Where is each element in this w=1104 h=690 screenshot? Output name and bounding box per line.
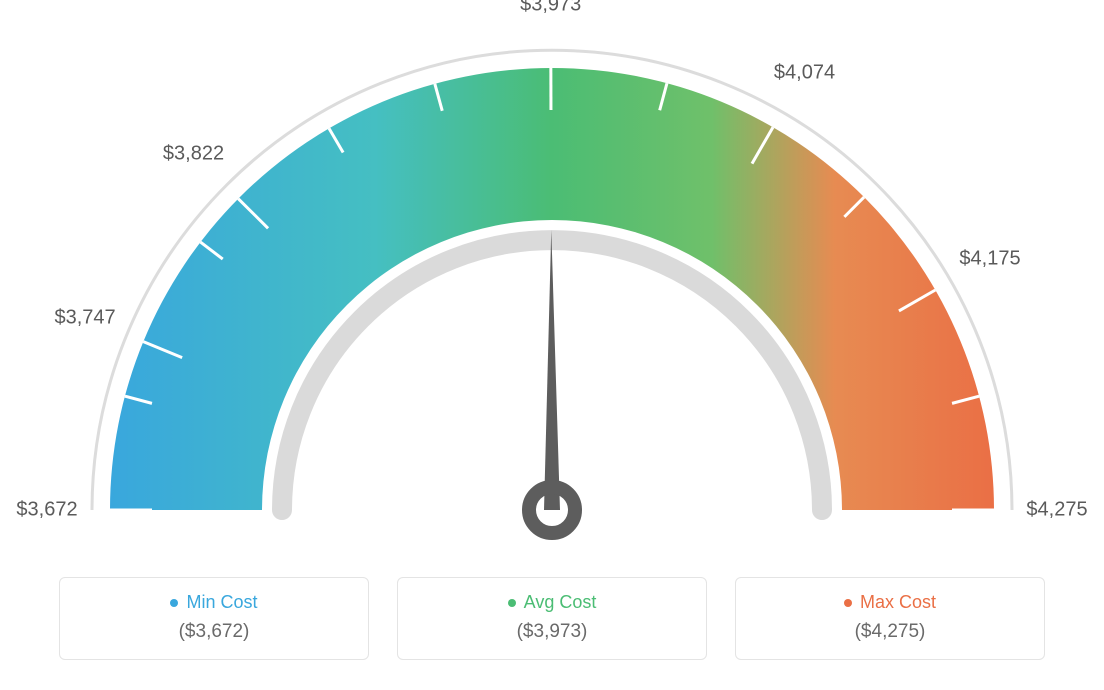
legend-title-min-text: Min Cost <box>186 592 257 613</box>
legend-card-min: Min Cost ($3,672) <box>59 577 369 660</box>
gauge-svg <box>0 0 1104 560</box>
legend-title-avg: Avg Cost <box>418 592 686 613</box>
legend-value-avg: ($3,973) <box>418 621 686 643</box>
legend-dot-max <box>844 599 852 607</box>
gauge-tick-label: $4,074 <box>774 61 835 84</box>
legend-row: Min Cost ($3,672) Avg Cost ($3,973) Max … <box>0 577 1104 660</box>
legend-title-max: Max Cost <box>756 592 1024 613</box>
legend-title-max-text: Max Cost <box>860 592 936 613</box>
legend-title-avg-text: Avg Cost <box>524 592 597 613</box>
legend-dot-avg <box>508 599 516 607</box>
legend-title-min: Min Cost <box>80 592 348 613</box>
gauge-tick-label: $3,672 <box>16 499 77 522</box>
legend-card-avg: Avg Cost ($3,973) <box>397 577 707 660</box>
gauge-tick-label: $4,175 <box>959 247 1020 270</box>
gauge-chart: $3,672 $3,747 $3,822 $3,973 $4,074 $4,175 $4,2… <box>0 0 1104 560</box>
gauge-tick-label: $3,747 <box>54 306 115 329</box>
gauge-tick-label: $3,822 <box>163 143 224 166</box>
legend-value-min: ($3,672) <box>80 621 348 643</box>
legend-dot-min <box>170 599 178 607</box>
legend-card-max: Max Cost ($4,275) <box>735 577 1045 660</box>
gauge-tick-label: $3,973 <box>520 0 581 17</box>
legend-value-max: ($4,275) <box>756 621 1024 643</box>
gauge-tick-label: $4,275 <box>1026 499 1087 522</box>
